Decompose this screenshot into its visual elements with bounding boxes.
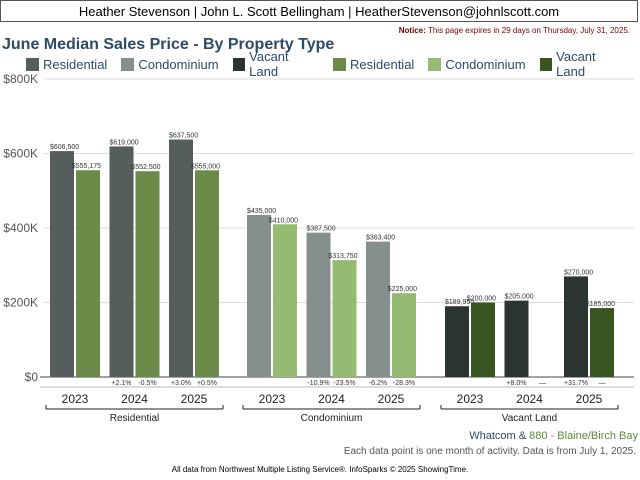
- legend-swatch: [121, 57, 135, 71]
- y-tick-label: $400K: [3, 221, 38, 235]
- group-label: Condominium: [301, 413, 363, 424]
- bar-value-label: $555,000: [191, 163, 220, 170]
- bar: [135, 171, 160, 377]
- bar-value-label: $205,000: [505, 294, 534, 301]
- chart-title: June Median Sales Price - By Property Ty…: [2, 36, 335, 53]
- legend-label: Residential: [350, 56, 415, 72]
- region-secondary: 880 - Blaine/Birch Bay: [529, 430, 638, 442]
- bar-value-label: $410,000: [269, 217, 298, 224]
- chart-legend: Residential Condominium Vacant Land Residen…: [26, 49, 640, 79]
- year-label: 2024: [318, 392, 345, 406]
- legend-item: Condominium: [121, 56, 219, 72]
- region-label: Whatcom & 880 - Blaine/Birch Bay: [469, 430, 638, 442]
- bar-value-label: $606,500: [50, 144, 79, 151]
- bar-value-label: $619,000: [110, 139, 139, 146]
- legend-label: Residential: [43, 56, 108, 72]
- year-label: 2023: [457, 392, 484, 406]
- year-label: 2024: [516, 392, 543, 406]
- bar: [306, 232, 331, 377]
- bar-value-label: $189,950: [445, 299, 474, 306]
- legend-item: Vacant Land: [539, 49, 626, 79]
- percent-change-label: —: [539, 380, 546, 387]
- group-label: Vacant Land: [502, 413, 557, 424]
- year-label: 2023: [62, 392, 89, 406]
- percent-change-label: +3.0%: [171, 380, 191, 387]
- year-label: 2025: [378, 392, 405, 406]
- percent-change-label: +8.0%: [506, 380, 526, 387]
- group-label: Residential: [110, 413, 159, 424]
- legend-swatch: [26, 57, 39, 71]
- bar: [471, 302, 495, 377]
- bar-value-label: $435,000: [247, 208, 276, 215]
- footer-credit: All data from Northwest Multiple Listing…: [171, 465, 469, 474]
- bar: [590, 308, 614, 377]
- bar: [109, 146, 134, 377]
- bar: [50, 151, 74, 377]
- bar: [169, 139, 193, 377]
- region-separator: &: [518, 430, 527, 442]
- bar: [564, 276, 588, 377]
- y-tick-label: $600K: [3, 147, 38, 161]
- region-primary: Whatcom: [469, 430, 516, 442]
- legend-label: Condominium: [138, 56, 219, 72]
- notice-text: This page expires in 29 days on Thursday…: [427, 26, 630, 35]
- year-label: 2025: [181, 392, 208, 406]
- data-note: Each data point is one month of activity…: [343, 446, 636, 457]
- year-label: 2024: [121, 392, 148, 406]
- bar: [195, 170, 219, 377]
- legend-label: Vacant Land: [556, 49, 596, 79]
- bar-value-label: $200,000: [467, 296, 496, 303]
- percent-change-label: +2.1%: [111, 380, 131, 387]
- bar-value-label: $637,500: [169, 133, 198, 140]
- year-label: 2023: [259, 392, 286, 406]
- bar-value-label: $555,175: [72, 163, 101, 170]
- expiry-notice: Notice: This page expires in 29 days on …: [399, 26, 630, 35]
- bar-value-label: $552,500: [131, 164, 160, 171]
- legend-swatch: [428, 57, 442, 71]
- agent-header-text: Heather Stevenson | John L. Scott Bellin…: [78, 4, 560, 19]
- y-tick-label: $0: [25, 370, 39, 384]
- bar: [445, 306, 469, 377]
- bar-value-label: $185,000: [586, 301, 615, 308]
- percent-change-label: +0.5%: [197, 380, 217, 387]
- bar-value-label: $363,400: [366, 235, 395, 242]
- bar-value-label: $225,000: [388, 286, 417, 293]
- percent-change-label: +31.7%: [564, 380, 588, 387]
- legend-swatch: [333, 57, 346, 71]
- legend-item: Residential: [26, 57, 107, 72]
- y-tick-label: $800K: [3, 72, 38, 86]
- bar-value-label: $387,500: [307, 226, 336, 233]
- bar: [332, 260, 357, 377]
- bar: [247, 214, 271, 377]
- legend-label: Condominium: [445, 56, 526, 72]
- year-label: 2025: [576, 392, 603, 406]
- percent-change-label: -23.5%: [333, 380, 355, 387]
- agent-header: Heather Stevenson | John L. Scott Bellin…: [0, 0, 638, 22]
- legend-item: Residential: [333, 57, 414, 72]
- legend-swatch: [539, 57, 553, 71]
- bar-value-label: $313,750: [328, 253, 357, 260]
- percent-change-label: -28.3%: [393, 380, 415, 387]
- notice-label: Notice:: [398, 26, 426, 35]
- bar: [504, 300, 529, 377]
- legend-item: Vacant Land: [232, 49, 319, 79]
- legend-label: Vacant Land: [249, 49, 289, 79]
- bar-value-label: $270,000: [564, 269, 593, 276]
- percent-change-label: —: [599, 380, 606, 387]
- legend-swatch: [232, 57, 246, 71]
- bar: [392, 293, 416, 377]
- bar: [273, 224, 297, 377]
- percent-change-label: -6.2%: [369, 380, 387, 387]
- percent-change-label: -10.9%: [307, 380, 329, 387]
- y-tick-label: $200K: [3, 296, 38, 310]
- bar: [76, 170, 100, 377]
- legend-item: Condominium: [428, 56, 526, 72]
- percent-change-label: -0.5%: [138, 380, 156, 387]
- bar: [366, 241, 390, 377]
- bar-chart: $0 $200K $400K $600K $800K $606,500 $555,175 20…: [3, 72, 634, 424]
